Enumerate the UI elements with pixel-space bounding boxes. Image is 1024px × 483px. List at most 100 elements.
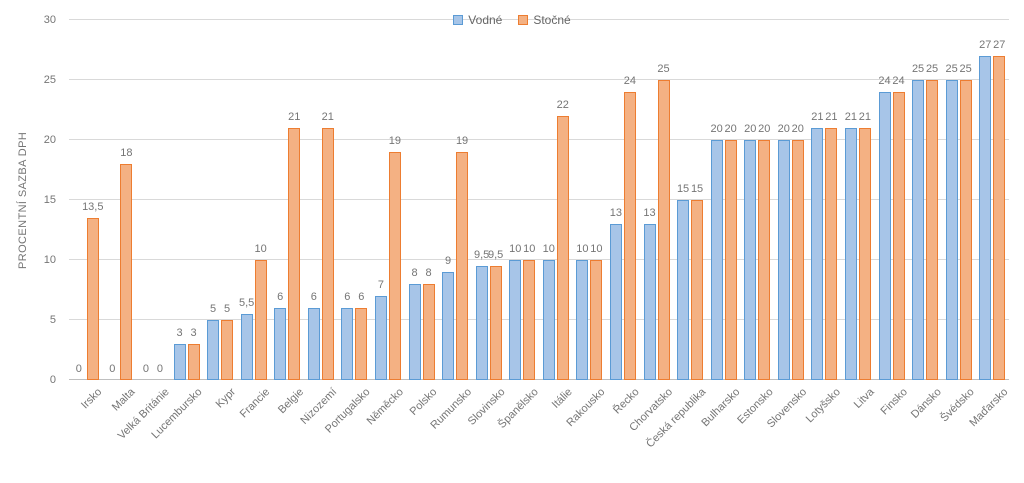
value-label: 13 <box>609 207 623 219</box>
value-label: 19 <box>455 135 469 147</box>
bar-stocne <box>993 56 1006 380</box>
bar-stocne <box>556 116 569 380</box>
bar-stocne <box>187 344 200 380</box>
value-label: 5 <box>210 303 217 315</box>
value-label: 15 <box>690 183 704 195</box>
value-label: 9,5 <box>487 249 504 261</box>
bar-stocne <box>355 308 368 380</box>
gridline <box>69 19 1009 20</box>
bar-vodne <box>408 284 421 380</box>
bar-vodne <box>475 266 488 380</box>
value-label: 21 <box>844 111 858 123</box>
value-label: 15 <box>676 183 690 195</box>
bar-vodne <box>509 260 522 380</box>
gridline <box>69 259 1009 260</box>
value-label: 21 <box>811 111 824 123</box>
bar-stocne <box>623 92 636 380</box>
bar-vodne <box>710 140 723 380</box>
bar-stocne <box>691 200 704 380</box>
bar-vodne <box>677 200 690 380</box>
bar-vodne <box>945 80 958 380</box>
value-label: 0 <box>109 363 116 375</box>
value-label: 21 <box>288 111 301 123</box>
value-label: 0 <box>75 363 82 375</box>
x-category-label: Francie <box>237 386 273 421</box>
gridline <box>69 79 1009 80</box>
bar-stocne <box>724 140 737 380</box>
bar-stocne <box>758 140 771 380</box>
bar-vodne <box>912 80 925 380</box>
bar-stocne <box>422 284 435 380</box>
y-tick-label: 10 <box>43 254 56 266</box>
value-label: 10 <box>254 243 267 255</box>
value-label: 10 <box>523 243 536 255</box>
value-label: 10 <box>509 243 522 255</box>
value-label: 5,5 <box>238 297 255 309</box>
bar-vodne <box>542 260 555 380</box>
value-label: 25 <box>657 63 670 75</box>
bar-stocne <box>926 80 939 380</box>
x-category-label: Polsko <box>408 386 440 418</box>
bar-stocne <box>120 164 133 380</box>
value-label: 20 <box>724 123 737 135</box>
value-label: 19 <box>388 135 402 147</box>
bar-vodne <box>274 308 287 380</box>
x-category-label: Belgie <box>275 386 306 417</box>
value-label: 10 <box>542 243 555 255</box>
value-label: 21 <box>825 111 838 123</box>
value-label: 25 <box>945 63 958 75</box>
value-label: 6 <box>344 291 351 303</box>
value-label: 24 <box>878 75 891 87</box>
bar-vodne <box>442 272 455 380</box>
bar-vodne <box>844 128 857 380</box>
bar-vodne <box>878 92 891 380</box>
bar-stocne <box>456 152 469 380</box>
bar-vodne <box>811 128 824 380</box>
value-label: 20 <box>777 123 790 135</box>
gridline <box>69 319 1009 320</box>
x-category-label: Česká republika <box>644 386 709 451</box>
value-label: 10 <box>590 243 603 255</box>
bar-stocne <box>791 140 804 380</box>
value-label: 24 <box>623 75 637 87</box>
y-tick-label: 5 <box>49 314 56 326</box>
value-label: 0 <box>142 363 149 375</box>
x-category-label: Lotyšsko <box>803 386 843 426</box>
bar-stocne <box>892 92 905 380</box>
bar-stocne <box>221 320 234 380</box>
value-label: 22 <box>556 99 569 111</box>
bar-stocne <box>959 80 972 380</box>
value-label: 13,5 <box>82 201 104 213</box>
value-label: 3 <box>176 327 183 339</box>
bar-stocne <box>86 218 99 380</box>
bar-vodne <box>173 344 186 380</box>
value-label: 0 <box>156 363 163 375</box>
value-label: 24 <box>892 75 905 87</box>
value-label: 13 <box>643 207 656 219</box>
value-label: 20 <box>710 123 723 135</box>
value-label: 9 <box>445 255 452 267</box>
value-label: 25 <box>959 63 972 75</box>
value-label: 25 <box>911 63 925 75</box>
bar-stocne <box>388 152 401 380</box>
value-label: 25 <box>925 63 939 75</box>
plot-area: 0 13,5 0 18 0 0 3 3 5 5 5,5 10 6 21 6 21 6 6 7 19 8 8 9 19 9,5 9,… <box>69 19 1009 380</box>
x-category-label: Kypr <box>214 386 239 411</box>
bar-vodne <box>374 296 387 380</box>
bar-vodne <box>979 56 992 380</box>
gridline <box>69 199 1009 200</box>
value-label: 7 <box>377 279 384 291</box>
bar-vodne <box>777 140 790 380</box>
value-label: 5 <box>224 303 231 315</box>
bar-stocne <box>825 128 838 380</box>
bar-stocne <box>590 260 603 380</box>
x-category-label: Finsko <box>878 386 910 418</box>
value-label: 20 <box>791 123 804 135</box>
bar-stocne <box>657 80 670 380</box>
bar-vodne <box>207 320 220 380</box>
bar-stocne <box>321 128 334 380</box>
bar-stocne <box>489 266 502 380</box>
bar-stocne <box>858 128 871 380</box>
x-category-label: Irsko <box>78 386 105 412</box>
